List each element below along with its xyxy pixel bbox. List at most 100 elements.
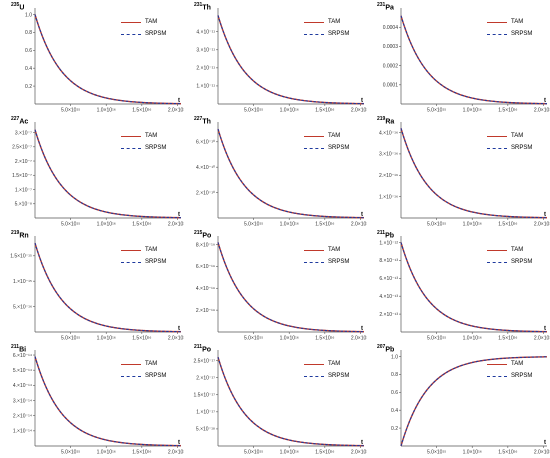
x-tick-label: 5.0×10¹⁵: [427, 222, 446, 228]
isotope-element: Rn: [19, 232, 29, 240]
series-line-srpsm: [400, 15, 548, 105]
legend-swatch: [487, 135, 507, 137]
isotope-element: Bi: [19, 346, 27, 354]
legend: TAM SRPSM: [487, 244, 532, 268]
legend-label: SRPSM: [328, 31, 350, 37]
chart-svg: 1.×10⁻¹⁴ 2.×10⁻¹⁴ 3.×10⁻¹⁴ 4.×10⁻¹⁴ 5.×10⁻¹⁴…: [13, 350, 184, 456]
legend-entry: TAM: [121, 130, 166, 142]
legend-swatch: [121, 363, 141, 365]
x-tick-label: 1.5×10¹⁶: [132, 450, 151, 456]
series-line-srpsm: [400, 242, 548, 333]
series-line-srpsm: [217, 242, 365, 333]
x-tick-label: 5.0×10¹⁵: [244, 450, 263, 456]
x-tick-label: 1.5×10¹⁶: [315, 222, 334, 228]
isotope-element: Po: [202, 346, 212, 354]
legend-entry: TAM: [304, 16, 349, 28]
chart-svg: 5.×10⁻¹⁸ 1.×10⁻¹⁷ 1.5×10⁻¹⁷ 2.×10⁻¹⁷ 2.5×10⁻…: [193, 350, 367, 456]
legend-swatch: [304, 33, 324, 35]
chart-svg: 0.2 0.4 0.6 0.8 1.0 5.0×10¹⁵ 1.0×10¹⁶ 1.5×10¹⁶ 2…: [391, 350, 550, 456]
x-tick-label: 1.0×10¹⁶: [97, 108, 116, 114]
x-axis-label: t: [178, 326, 180, 332]
x-tick-label: 2.0×10¹⁶: [351, 450, 367, 456]
x-tick-label: 5.0×10¹⁵: [244, 108, 263, 114]
legend-entry: SRPSM: [304, 256, 349, 268]
legend-label: TAM: [328, 361, 341, 367]
legend-swatch: [121, 21, 141, 23]
isotope-mass: 227: [11, 116, 20, 122]
legend-entry: SRPSM: [304, 142, 349, 154]
x-tick-label: 2.0×10¹⁶: [351, 336, 367, 342]
isotope-element: Pa: [385, 4, 394, 12]
x-tick-label: 1.0×10¹⁶: [463, 450, 482, 456]
legend-entry: SRPSM: [121, 142, 166, 154]
legend-label: SRPSM: [145, 145, 167, 151]
y-tick-label: 1.×10⁻¹⁶: [379, 194, 398, 200]
x-tick-label: 1.0×10¹⁶: [280, 222, 299, 228]
y-tick-label: 5.×10⁻¹⁶: [13, 304, 32, 310]
chart-panel-rn-219: 5.×10⁻¹⁶ 1.×10⁻¹⁵ 1.5×10⁻¹⁵ 5.0×10¹⁵ 1.0×10¹…: [1, 228, 184, 342]
x-tick-label: 5.0×10¹⁵: [244, 336, 263, 342]
legend-swatch: [121, 375, 141, 377]
chart-svg: 0.2 0.4 0.6 0.8 1.0 5.0×10¹⁵ 1.0×10¹⁶ 1.5×10¹⁶ 2…: [25, 8, 184, 114]
x-tick-label: 1.0×10¹⁶: [97, 336, 116, 342]
x-tick-label: 5.0×10¹⁵: [427, 336, 446, 342]
legend-entry: SRPSM: [487, 370, 532, 382]
chart-title: 219Rn: [11, 230, 29, 239]
chart-svg: 2.×10⁻¹⁰ 4.×10⁻¹⁰ 6.×10⁻¹⁰ 5.0×10¹⁵ 1.0×10¹⁶…: [196, 122, 367, 228]
isotope-mass: 207: [377, 344, 386, 350]
isotope-element: Ra: [385, 118, 395, 126]
chart-svg: 2.×10⁻¹⁹ 4.×10⁻¹⁹ 6.×10⁻¹⁹ 8.×10⁻¹⁹ 5.0×10¹⁵…: [196, 236, 367, 342]
y-tick-label: 2.×10⁻¹⁴: [13, 413, 32, 419]
x-axis-label: t: [361, 98, 363, 104]
y-tick-label: 0.0002: [383, 63, 399, 69]
legend-label: SRPSM: [145, 259, 167, 265]
y-tick-label: 2.×10⁻¹⁹: [196, 308, 215, 314]
isotope-mass: 231: [194, 2, 203, 8]
chart-svg: 0.0001 0.0002 0.0003 0.0004 5.0×10¹⁵ 1.0×10¹⁶…: [383, 8, 550, 114]
x-tick-label: 5.0×10¹⁵: [61, 108, 80, 114]
legend-swatch: [487, 147, 507, 149]
chart-title: 211Pb: [377, 230, 394, 239]
isotope-mass: 215: [194, 230, 203, 236]
legend-entry: TAM: [304, 130, 349, 142]
legend-swatch: [304, 375, 324, 377]
x-tick-label: 5.0×10¹⁵: [61, 450, 80, 456]
series-line-srpsm: [217, 15, 365, 105]
legend-swatch: [487, 375, 507, 377]
y-tick-label: 0.4: [25, 66, 32, 72]
legend-label: TAM: [328, 19, 341, 25]
y-tick-label: 3.×10⁻¹⁴: [13, 398, 32, 404]
series-line-srpsm: [400, 356, 548, 447]
legend: TAM SRPSM: [487, 358, 532, 382]
series-line-srpsm: [34, 356, 182, 447]
y-tick-label: 4.×10⁻¹⁹: [196, 286, 215, 292]
chart-svg: 1.×10⁻¹⁶ 2.×10⁻¹⁶ 3.×10⁻¹⁶ 4.×10⁻¹⁶ 5.0×10¹⁵…: [379, 122, 550, 228]
legend-entry: SRPSM: [487, 28, 532, 40]
y-tick-label: 3.×10⁻⁷: [15, 130, 32, 136]
y-tick-label: 1.5×10⁻¹⁵: [10, 254, 32, 260]
legend-swatch: [487, 363, 507, 365]
y-tick-label: 5.×10⁻¹⁴: [13, 368, 32, 374]
legend-entry: SRPSM: [304, 370, 349, 382]
chart-panel-bi-211: 1.×10⁻¹⁴ 2.×10⁻¹⁴ 3.×10⁻¹⁴ 4.×10⁻¹⁴ 5.×10⁻¹⁴…: [1, 342, 184, 456]
legend-swatch: [304, 249, 324, 251]
series-line-srpsm: [34, 129, 182, 219]
chart-panel-pb-211: 2.×10⁻¹³ 4.×10⁻¹³ 6.×10⁻¹³ 8.×10⁻¹³ 1.×10⁻¹²…: [367, 228, 550, 342]
legend-label: TAM: [511, 19, 524, 25]
x-tick-label: 1.0×10¹⁶: [97, 222, 116, 228]
x-tick-label: 2.0×10¹⁶: [534, 336, 550, 342]
x-tick-label: 2.0×10¹⁶: [534, 450, 550, 456]
legend-entry: TAM: [121, 16, 166, 28]
legend-label: SRPSM: [511, 259, 533, 265]
x-axis-label: t: [544, 98, 546, 104]
chart-svg: 5.×10⁻¹⁶ 1.×10⁻¹⁵ 1.5×10⁻¹⁵ 5.0×10¹⁵ 1.0×10¹…: [10, 236, 184, 342]
x-axis-label: t: [361, 326, 363, 332]
legend: TAM SRPSM: [121, 358, 166, 382]
chart-title: 227Ac: [11, 116, 28, 125]
x-axis-label: t: [178, 98, 180, 104]
x-tick-label: 1.5×10¹⁶: [315, 450, 334, 456]
chart-svg: 1.×10⁻¹¹ 2.×10⁻¹¹ 3.×10⁻¹¹ 4.×10⁻¹¹ 5.0×10¹⁵…: [196, 8, 367, 114]
legend: TAM SRPSM: [304, 358, 349, 382]
y-tick-label: 1.0: [391, 354, 398, 360]
